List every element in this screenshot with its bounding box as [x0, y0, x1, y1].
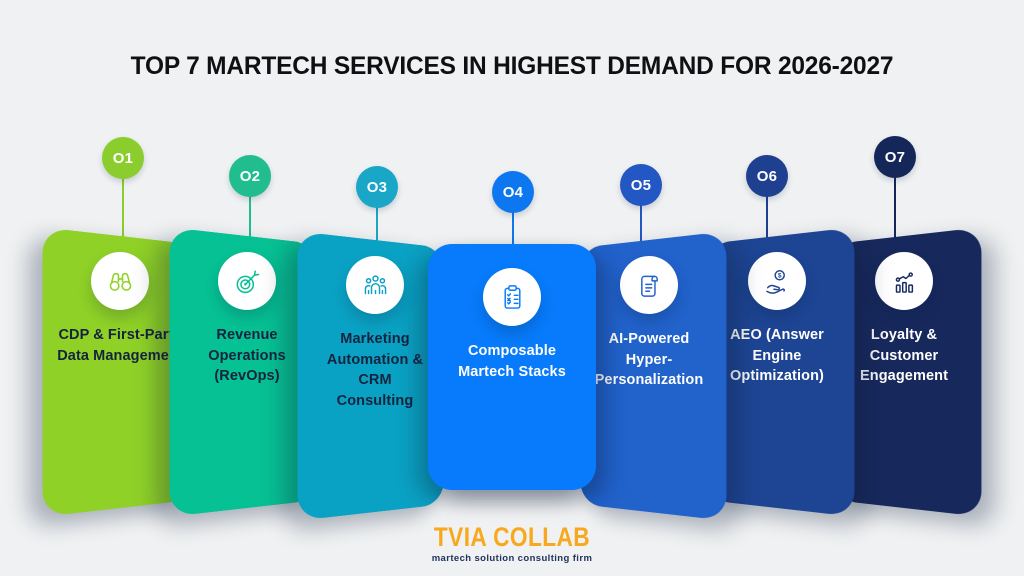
connector-line	[894, 157, 896, 275]
panel-label: AEO (Answer Engine Optimization)	[730, 327, 824, 385]
panel-label: CDP & First-Party Data Management	[57, 327, 183, 364]
step-badge-1: O1	[102, 137, 144, 179]
panel-revenue-operations: Revenue Operations (RevOps)	[169, 227, 322, 517]
step-badge-6: O6	[746, 155, 788, 197]
panel-aeo-answer-engine-optimization: $ AEO (Answer Engine Optimization)	[702, 227, 855, 517]
connector-line	[122, 158, 124, 276]
panel-cdp-first-party-data-management: CDP & First-Party Data Management	[42, 227, 195, 517]
connector-line	[249, 176, 251, 294]
brand-tagline: martech solution consulting firm	[431, 553, 593, 564]
panel-label: Marketing Automation & CRM Consulting	[326, 331, 424, 409]
panel-label: Composable Martech Stacks	[458, 343, 566, 380]
panel-label: AI-Powered Hyper-Personalization	[594, 331, 704, 389]
brand-logo: TVIA COLLAB	[433, 522, 591, 552]
scroll-icon	[620, 256, 678, 314]
growth-chart-icon	[875, 252, 933, 310]
panel-label: Loyalty & Customer Engagement	[859, 327, 948, 385]
step-badge-3: O3	[356, 166, 398, 208]
step-badge-7: O7	[874, 136, 916, 178]
page-title: TOP 7 MARTECH SERVICES IN HIGHEST DEMAND…	[130, 52, 894, 80]
clipboard-checklist-icon	[483, 268, 541, 326]
team-icon	[346, 256, 404, 314]
connector-line	[766, 176, 768, 294]
panel-loyalty-customer-engagement: Loyalty & Customer Engagement	[829, 227, 982, 517]
panel-label: Revenue Operations (RevOps)	[208, 327, 286, 385]
dart-target-icon	[218, 252, 276, 310]
step-badge-4: O4	[492, 171, 534, 213]
panel-marketing-automation-crm: Marketing Automation & CRM Consulting	[297, 231, 450, 521]
step-badge-2: O2	[229, 155, 271, 197]
svg-text:$: $	[777, 272, 781, 279]
hand-dollar-icon: $	[748, 252, 806, 310]
panel-ai-powered-hyper-personalization: AI-Powered Hyper-Personalization	[574, 231, 727, 521]
panel-composable-martech-stacks: Composable Martech Stacks	[428, 244, 596, 490]
step-badge-5: O5	[620, 164, 662, 206]
binoculars-icon	[91, 252, 149, 310]
footer: TVIA COLLAB martech solution consulting …	[0, 522, 1024, 564]
